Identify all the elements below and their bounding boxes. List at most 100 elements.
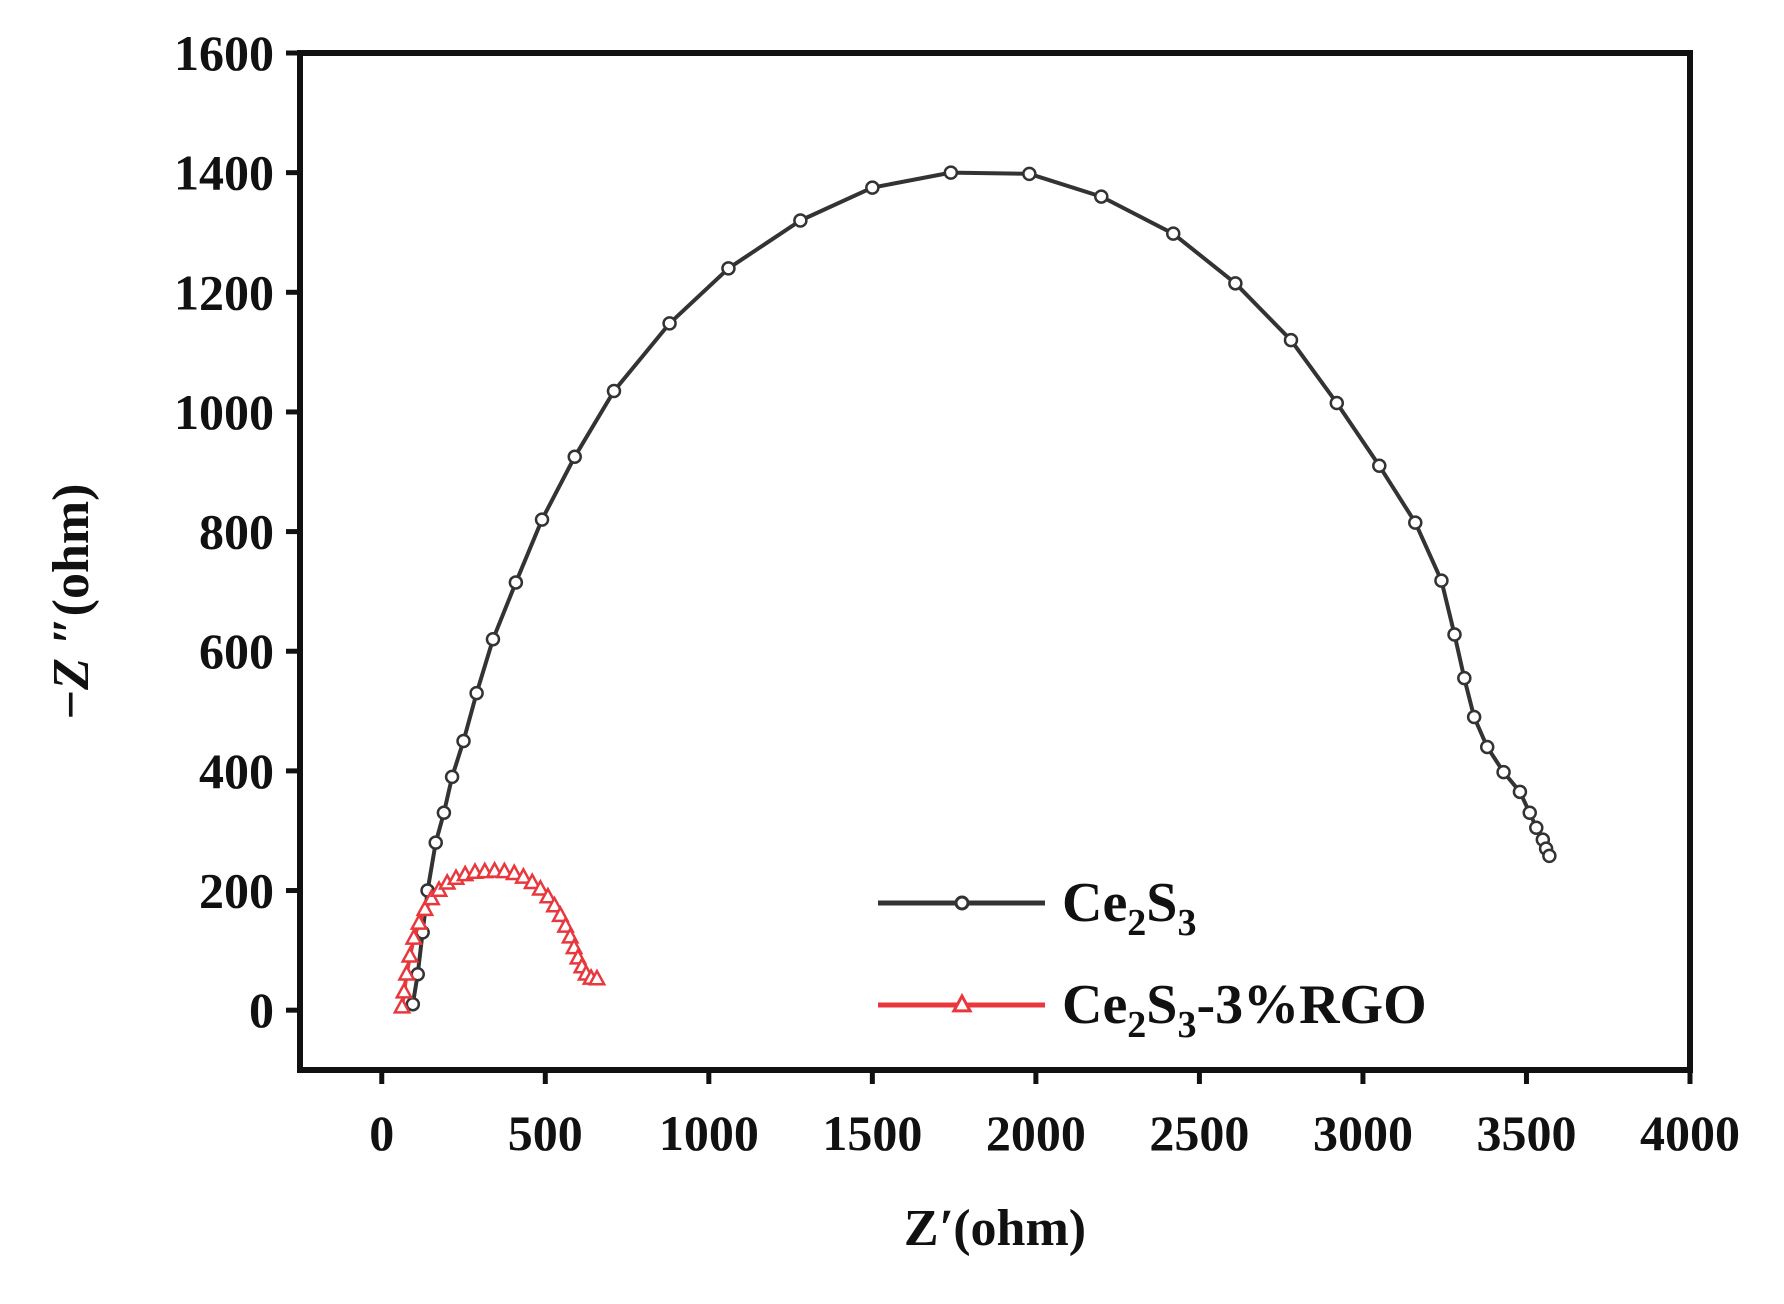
- data-point: [662, 316, 677, 331]
- data-point: [428, 835, 443, 850]
- series-ce2s3: [405, 165, 1557, 1012]
- x-tick-label: 2000: [986, 1105, 1086, 1161]
- data-point: [522, 872, 542, 890]
- data-point: [1329, 395, 1345, 411]
- data-point: [1283, 332, 1299, 348]
- data-point: [606, 383, 622, 399]
- x-tick-label: 1000: [659, 1105, 759, 1161]
- y-tick-label: 1600: [174, 25, 274, 81]
- data-point: [1542, 848, 1557, 864]
- data-point: [865, 180, 880, 195]
- x-axis-title-prime: ′: [939, 1200, 954, 1257]
- data-point: [436, 805, 452, 821]
- y-tick-label: 800: [199, 504, 274, 560]
- data-point: [1512, 784, 1528, 800]
- legend-item-ce2s3-rgo: Ce2S3-3%RGO: [878, 974, 1427, 1046]
- series-layer: [392, 165, 1557, 1014]
- data-point: [567, 449, 582, 465]
- data-point: [1408, 515, 1423, 530]
- legend-label-part: Ce: [1062, 974, 1127, 1036]
- data-point: [1529, 820, 1544, 835]
- data-point: [495, 861, 514, 879]
- y-tick-label: 1200: [174, 264, 274, 320]
- legend-label-part: Ce: [1062, 872, 1127, 934]
- data-point: [1496, 764, 1511, 780]
- data-point: [545, 895, 564, 913]
- data-point: [1434, 573, 1449, 588]
- series-line-ce2s3: [410, 170, 1552, 1005]
- x-tick-label: 0: [369, 1105, 394, 1161]
- data-point: [415, 899, 435, 917]
- data-point: [1466, 709, 1482, 725]
- data-point: [400, 945, 420, 963]
- data-point: [534, 512, 550, 527]
- data-point: [394, 981, 414, 999]
- legend-marker-ce2s3-rgo: [951, 992, 973, 1013]
- data-point: [1228, 276, 1243, 291]
- data-point: [1094, 189, 1109, 204]
- x-tick-label: 2500: [1149, 1105, 1249, 1161]
- legend: Ce2S3 Ce2S3-3%RGO: [878, 872, 1427, 1046]
- y-tick-label: 200: [199, 863, 274, 919]
- x-tick-label: 4000: [1640, 1105, 1740, 1161]
- x-axis-title-unit: (ohm): [953, 1200, 1086, 1257]
- data-point: [508, 575, 524, 590]
- data-point: [943, 165, 959, 180]
- legend-label-part: S: [1146, 974, 1177, 1036]
- data-point: [1479, 739, 1495, 755]
- x-tick-label: 3000: [1313, 1105, 1413, 1161]
- y-axis-title-prime: ″: [43, 616, 100, 658]
- data-point: [485, 632, 501, 647]
- data-point: [469, 685, 484, 701]
- x-axis-ticks: 0 500 1000 1500 2000 2500 3000 3500 4000: [369, 1070, 1740, 1161]
- data-point: [538, 886, 558, 904]
- data-point: [1522, 805, 1537, 821]
- series-ce2s3-rgo: [392, 860, 607, 1014]
- legend-marker-ce2s3: [954, 895, 970, 911]
- data-point: [1372, 458, 1387, 474]
- data-point: [456, 733, 471, 749]
- x-tick-label: 1500: [822, 1105, 922, 1161]
- data-point: [504, 863, 524, 881]
- data-point: [1165, 226, 1181, 241]
- legend-label-part: S: [1146, 872, 1177, 934]
- y-tick-label: 1400: [174, 145, 274, 201]
- legend-label-ce2s3: Ce2S3: [1062, 872, 1196, 944]
- y-axis-title-unit: (ohm): [43, 484, 100, 617]
- x-axis-title-main: Z: [904, 1200, 939, 1257]
- data-point: [1457, 670, 1472, 686]
- x-tick-label: 3500: [1476, 1105, 1576, 1161]
- plot-frame: [297, 50, 1693, 1073]
- y-axis-ticks: 0 200 400 600 800 1000 1200 1400 1600: [174, 25, 300, 1038]
- data-point: [422, 888, 441, 906]
- legend-label-subscript: 3: [1177, 1004, 1196, 1046]
- y-tick-label: 600: [199, 623, 274, 679]
- data-point: [721, 261, 736, 276]
- legend-label-suffix: -3%RGO: [1196, 974, 1426, 1036]
- data-point: [793, 213, 808, 228]
- legend-label-subscript: 2: [1127, 902, 1146, 944]
- legend-label-ce2s3-rgo: Ce2S3-3%RGO: [1062, 974, 1427, 1046]
- x-axis-title: Z′(ohm): [904, 1200, 1086, 1257]
- data-point: [587, 968, 607, 986]
- data-point: [551, 905, 570, 923]
- data-point: [531, 878, 550, 896]
- data-point: [556, 915, 575, 933]
- data-point: [397, 963, 416, 981]
- y-tick-label: 1000: [174, 384, 274, 440]
- data-point: [1447, 627, 1462, 642]
- legend-label-subscript: 2: [1127, 1004, 1146, 1046]
- y-axis-title-sign: −: [43, 690, 100, 720]
- legend-item-ce2s3: Ce2S3: [878, 872, 1196, 944]
- data-point: [514, 866, 533, 884]
- legend-label-subscript: 3: [1177, 902, 1196, 944]
- y-axis-title: −Z ″(ohm): [43, 484, 100, 720]
- y-axis-title-main: Z: [43, 658, 100, 691]
- data-point: [405, 996, 421, 1012]
- data-point: [404, 927, 424, 945]
- x-tick-label: 500: [508, 1105, 583, 1161]
- data-point: [1022, 166, 1037, 182]
- data-point: [444, 769, 460, 785]
- data-point: [409, 912, 429, 930]
